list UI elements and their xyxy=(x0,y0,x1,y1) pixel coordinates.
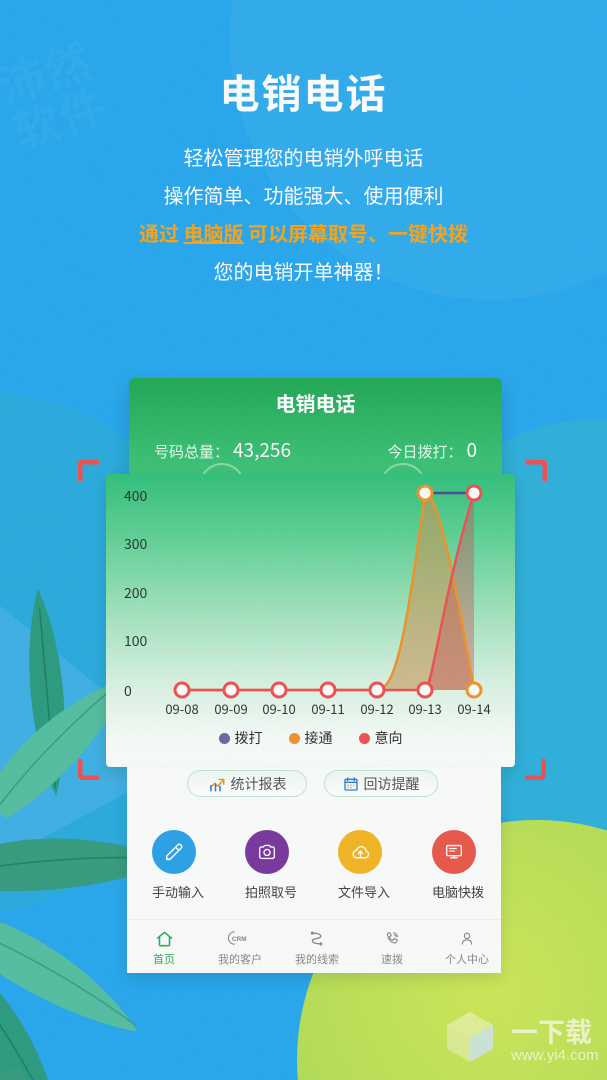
svg-text:CRM: CRM xyxy=(232,936,247,943)
svg-text:一下载: 一下载 xyxy=(511,1011,592,1050)
svg-text:www.yi4.com: www.yi4.com xyxy=(510,1047,599,1064)
